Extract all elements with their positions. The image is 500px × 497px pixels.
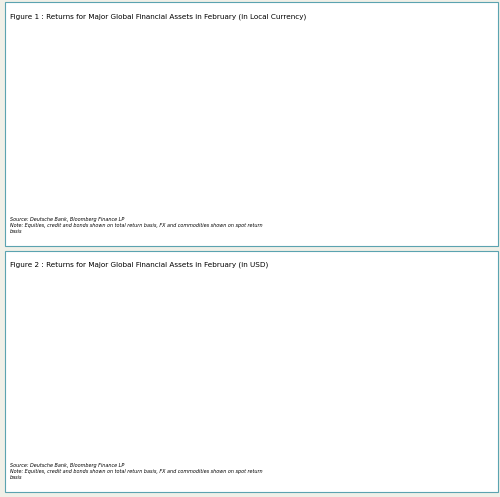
Bar — [198, 134, 206, 136]
Bar — [449, 383, 457, 394]
Bar — [406, 383, 414, 390]
Bar — [245, 383, 253, 384]
Bar — [345, 136, 353, 140]
Bar — [191, 382, 200, 383]
Bar — [460, 136, 468, 147]
Bar — [146, 121, 154, 136]
Bar — [127, 360, 135, 383]
Bar — [416, 383, 424, 391]
Bar — [481, 136, 489, 169]
Bar — [282, 136, 290, 137]
Bar — [310, 383, 318, 387]
Bar — [94, 105, 101, 136]
Bar — [298, 383, 306, 386]
Text: Source: Deutsche Bank, Bloomberg Finance LP
Note: Equities, credit and bonds sho: Source: Deutsche Bank, Bloomberg Finance… — [10, 463, 262, 480]
Bar — [374, 383, 382, 389]
Bar — [114, 109, 122, 136]
Bar — [470, 136, 478, 149]
Bar — [288, 383, 296, 386]
Bar — [188, 133, 196, 136]
Bar — [41, 88, 49, 136]
Bar — [116, 358, 124, 383]
Bar — [384, 383, 392, 389]
Bar — [136, 117, 143, 136]
Text: Figure 1 : Returns for Major Global Financial Assets in February (in Local Curre: Figure 1 : Returns for Major Global Fina… — [10, 13, 306, 20]
Bar — [272, 136, 280, 137]
Bar — [418, 136, 426, 143]
Bar — [62, 97, 70, 136]
Bar — [202, 382, 210, 383]
Bar — [208, 135, 216, 136]
Bar — [366, 136, 374, 141]
Bar — [125, 111, 132, 136]
Bar — [170, 379, 178, 383]
Bar — [429, 136, 436, 143]
Bar — [52, 346, 60, 383]
Bar — [261, 136, 269, 137]
Bar — [106, 356, 114, 383]
Bar — [166, 130, 174, 136]
Bar — [138, 364, 145, 383]
Bar — [177, 130, 185, 136]
Bar — [159, 370, 167, 383]
Bar — [398, 136, 405, 142]
Bar — [376, 136, 384, 142]
Bar — [352, 383, 360, 388]
Bar — [277, 383, 285, 385]
Bar — [314, 136, 322, 139]
Bar — [470, 383, 478, 396]
Bar — [62, 348, 70, 383]
Bar — [256, 383, 264, 384]
Legend: Corp Bond, Govt Bond, Equity, EM Equity, EM Bond, Commodity, FX: Corp Bond, Govt Bond, Equity, EM Equity,… — [288, 32, 490, 39]
Bar — [41, 337, 49, 383]
Bar — [148, 369, 156, 383]
Bar — [104, 109, 112, 136]
Bar — [156, 122, 164, 136]
Bar — [324, 136, 332, 140]
Text: Source: Deutsche Bank, Bloomberg Finance LP
Note: Equities, credit and bonds sho: Source: Deutsche Bank, Bloomberg Finance… — [10, 217, 262, 234]
Bar — [334, 136, 342, 140]
Bar — [342, 383, 349, 388]
Bar — [440, 136, 447, 144]
Bar — [450, 136, 458, 145]
Bar — [73, 351, 81, 383]
Bar — [83, 100, 90, 136]
Bar — [356, 136, 364, 140]
Bar — [438, 383, 446, 393]
Bar — [320, 383, 328, 388]
Bar — [72, 100, 80, 136]
Bar — [408, 136, 416, 142]
Bar — [266, 383, 274, 385]
Bar — [292, 136, 300, 139]
Bar — [330, 383, 339, 388]
Bar — [363, 383, 371, 389]
Bar — [481, 383, 489, 413]
Bar — [52, 89, 60, 136]
Bar — [303, 136, 311, 139]
Bar — [94, 353, 102, 383]
Bar — [428, 383, 436, 392]
Bar — [460, 383, 468, 395]
Text: Figure 2 : Returns for Major Global Financial Assets in February (in USD): Figure 2 : Returns for Major Global Fina… — [10, 262, 268, 268]
Bar — [387, 136, 394, 142]
Legend: Corp Bond, Govt Bond, Equity, EM Equity, EM Bond, Commodity, FX: Corp Bond, Govt Bond, Equity, EM Equity,… — [288, 281, 490, 288]
Bar — [84, 354, 92, 383]
Bar — [395, 383, 403, 390]
Bar — [180, 380, 188, 383]
